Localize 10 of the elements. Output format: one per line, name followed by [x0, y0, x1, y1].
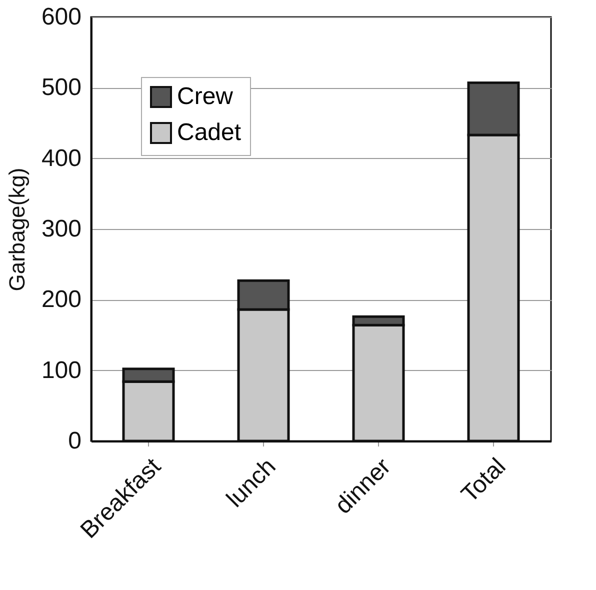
y-tick-label: 300: [41, 216, 82, 242]
y-tick-label: 500: [41, 74, 82, 102]
y-tick-label: 400: [41, 144, 82, 172]
legend-label: Crew: [177, 83, 234, 110]
y-axis-title: Garbage(kg): [4, 168, 30, 292]
y-tick-label: 200: [41, 286, 82, 314]
y-tick-label: 600: [41, 4, 82, 30]
legend-label: Cadet: [177, 119, 242, 146]
y-tick-label: 0: [68, 428, 82, 454]
y-tick-label: 100: [41, 356, 82, 384]
